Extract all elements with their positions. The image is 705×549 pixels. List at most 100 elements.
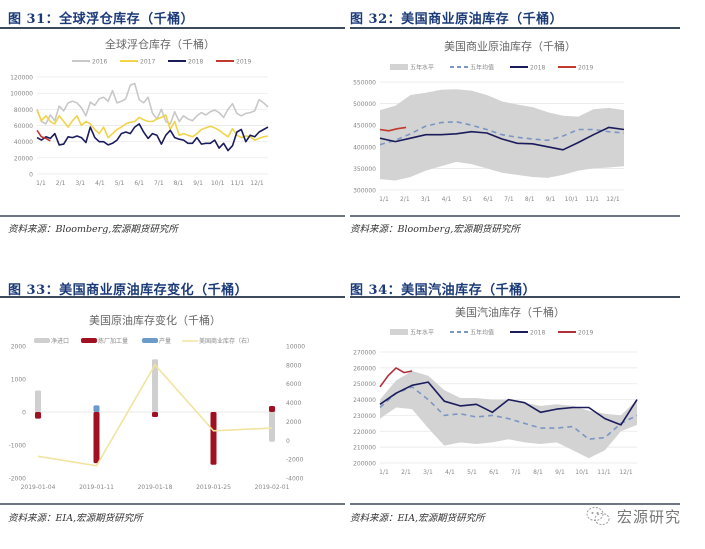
svg-text:400000: 400000 bbox=[353, 144, 376, 151]
svg-text:12/1: 12/1 bbox=[250, 180, 264, 187]
svg-text:6/1: 6/1 bbox=[134, 180, 144, 187]
svg-text:9/1: 9/1 bbox=[555, 469, 565, 476]
figure-33-top-rule bbox=[0, 296, 345, 298]
svg-text:8/1: 8/1 bbox=[533, 469, 543, 476]
svg-text:4/1: 4/1 bbox=[95, 180, 105, 187]
svg-text:4/1: 4/1 bbox=[442, 196, 452, 203]
legend-item: 2019 bbox=[558, 65, 593, 72]
figure-31-chart: 全球浮仓库存（千桶） 0 20000 40000 60000 80000 100000 120… bbox=[10, 37, 269, 187]
svg-text:五年均值: 五年均值 bbox=[470, 329, 494, 337]
bar-净进口 bbox=[269, 412, 275, 442]
svg-text:-1000: -1000 bbox=[9, 443, 27, 450]
svg-text:100000: 100000 bbox=[10, 91, 33, 98]
watermark-text: 宏源研究 bbox=[617, 507, 682, 526]
svg-text:11/1: 11/1 bbox=[231, 180, 245, 187]
series-line-2018 bbox=[379, 381, 638, 426]
figure-31-top-rule bbox=[0, 27, 345, 29]
svg-text:4/1: 4/1 bbox=[445, 469, 455, 476]
watermark: 宏源研究 bbox=[585, 505, 681, 527]
svg-text:2/1: 2/1 bbox=[401, 469, 411, 476]
svg-text:10/1: 10/1 bbox=[565, 196, 579, 203]
svg-text:300000: 300000 bbox=[353, 188, 376, 195]
figure-33-chart: 美国原油库存变化（千桶） -2000 -1000 0 1000 2000 -4000 -200… bbox=[9, 313, 306, 491]
legend-item: 五年均值 bbox=[450, 64, 494, 72]
svg-text:270000: 270000 bbox=[353, 350, 376, 357]
legend-item: 炼厂加工量 bbox=[81, 337, 128, 345]
svg-text:炼厂加工量: 炼厂加工量 bbox=[98, 337, 128, 345]
svg-text:-4000: -4000 bbox=[286, 476, 304, 483]
svg-text:7/1: 7/1 bbox=[504, 196, 514, 203]
svg-text:6000: 6000 bbox=[286, 381, 301, 388]
svg-text:2018: 2018 bbox=[530, 65, 545, 72]
svg-text:1/1: 1/1 bbox=[379, 469, 389, 476]
legend-item: 2018 bbox=[510, 65, 545, 72]
figure-34-chart: 美国汽油库存（千桶） 200000 210000 220000 230000 240000… bbox=[353, 305, 638, 476]
svg-text:五年水平: 五年水平 bbox=[410, 64, 434, 72]
legend-item: 五年水平 bbox=[390, 64, 434, 72]
svg-text:120000: 120000 bbox=[10, 75, 33, 82]
svg-text:2/1: 2/1 bbox=[56, 180, 66, 187]
figure-34-label: 图 34：美国汽油库存（千桶） bbox=[350, 283, 537, 298]
figure-33-source: 资料来源：EIA,宏源期货研究所 bbox=[8, 513, 143, 524]
series-line-五年均值 bbox=[379, 120, 625, 146]
bar-净进口 bbox=[35, 390, 41, 412]
figure-33-bottom-rule bbox=[0, 503, 345, 505]
svg-text:2016: 2016 bbox=[92, 59, 107, 66]
svg-text:220000: 220000 bbox=[353, 429, 376, 436]
figure-32-bottom-rule bbox=[350, 215, 680, 217]
svg-text:5/1: 5/1 bbox=[115, 180, 125, 187]
svg-text:3/1: 3/1 bbox=[421, 196, 431, 203]
series-line-inventory bbox=[37, 363, 273, 467]
svg-text:3/1: 3/1 bbox=[423, 469, 433, 476]
series-line-2016 bbox=[36, 82, 269, 125]
svg-text:2/1: 2/1 bbox=[400, 196, 410, 203]
band-five-year-range bbox=[380, 371, 637, 459]
svg-text:60000: 60000 bbox=[14, 123, 33, 130]
legend-item: 五年均值 bbox=[450, 329, 494, 337]
bar-炼厂加工量 bbox=[35, 412, 41, 419]
bar-炼厂加工量 bbox=[269, 406, 275, 412]
bar-炼厂加工量 bbox=[152, 412, 158, 417]
svg-text:净进口: 净进口 bbox=[51, 337, 69, 345]
svg-text:2019-02-01: 2019-02-01 bbox=[255, 484, 290, 491]
bar-净进口 bbox=[152, 359, 158, 412]
svg-text:210000: 210000 bbox=[353, 445, 376, 452]
svg-text:-2000: -2000 bbox=[9, 476, 27, 483]
svg-text:500000: 500000 bbox=[353, 101, 376, 108]
svg-text:8/1: 8/1 bbox=[174, 180, 184, 187]
svg-text:2018: 2018 bbox=[188, 59, 203, 66]
svg-text:11/1: 11/1 bbox=[597, 469, 611, 476]
chart-title: 全球浮仓库存（千桶） bbox=[105, 37, 215, 51]
legend-item: 产量 bbox=[142, 337, 171, 345]
svg-text:200000: 200000 bbox=[353, 461, 376, 468]
chart-title: 美国商业原油库存（千桶） bbox=[444, 39, 576, 53]
figure-34-bottom-rule bbox=[350, 503, 680, 505]
svg-text:7/1: 7/1 bbox=[511, 469, 521, 476]
svg-text:9/1: 9/1 bbox=[546, 196, 556, 203]
legend-item: 2018 bbox=[168, 59, 203, 66]
legend-item: 美国商业库存（右） bbox=[182, 337, 253, 345]
chart-title: 美国汽油库存（千桶） bbox=[455, 305, 565, 319]
svg-text:美国商业库存（右）: 美国商业库存（右） bbox=[199, 337, 253, 345]
svg-text:8/1: 8/1 bbox=[525, 196, 535, 203]
svg-text:0: 0 bbox=[286, 438, 290, 445]
svg-text:0: 0 bbox=[22, 410, 26, 417]
figure-32-chart: 美国商业原油库存（千桶） 300000 350000 400000 450000 5000… bbox=[353, 39, 625, 203]
svg-text:1000: 1000 bbox=[11, 377, 26, 384]
series-line-五年均值 bbox=[379, 386, 638, 440]
svg-text:5/1: 5/1 bbox=[467, 469, 477, 476]
svg-text:0: 0 bbox=[29, 172, 33, 179]
svg-text:2019: 2019 bbox=[578, 330, 593, 337]
figure-31-bottom-rule bbox=[0, 215, 345, 217]
series-line-2019 bbox=[379, 126, 407, 132]
svg-text:8000: 8000 bbox=[286, 362, 301, 369]
legend-item: 净进口 bbox=[34, 337, 69, 345]
series-line-2017 bbox=[36, 109, 269, 141]
svg-text:6/1: 6/1 bbox=[489, 469, 499, 476]
svg-text:2019-01-18: 2019-01-18 bbox=[138, 484, 173, 491]
svg-text:10/1: 10/1 bbox=[211, 180, 225, 187]
svg-text:240000: 240000 bbox=[353, 397, 376, 404]
wechat-logo-icon bbox=[586, 507, 610, 525]
svg-text:2019: 2019 bbox=[236, 59, 251, 66]
svg-text:2019-01-25: 2019-01-25 bbox=[196, 484, 231, 491]
